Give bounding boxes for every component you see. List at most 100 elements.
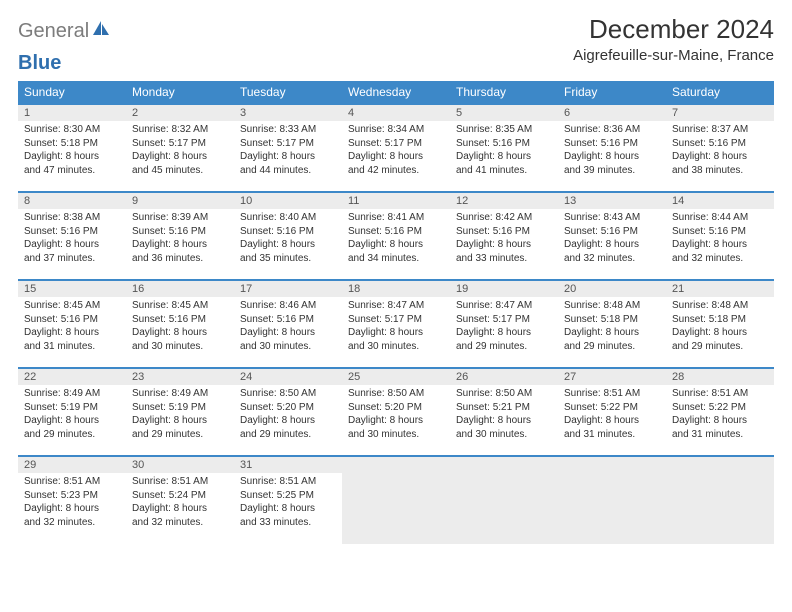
sunrise-text: Sunrise: 8:39 AM [132,211,228,225]
sunrise-text: Sunrise: 8:41 AM [348,211,444,225]
calendar-day-cell: 13Sunrise: 8:43 AMSunset: 5:16 PMDayligh… [558,192,666,280]
sunrise-text: Sunrise: 8:33 AM [240,123,336,137]
day-details: Sunrise: 8:32 AMSunset: 5:17 PMDaylight:… [126,121,234,181]
sunset-text: Sunset: 5:22 PM [672,401,768,415]
weekday-header: Monday [126,81,234,104]
daylight-text: and 29 minutes. [24,428,120,442]
daylight-text: and 38 minutes. [672,164,768,178]
sunset-text: Sunset: 5:20 PM [348,401,444,415]
daylight-text: and 29 minutes. [456,340,552,354]
daylight-text: and 30 minutes. [348,340,444,354]
sunset-text: Sunset: 5:25 PM [240,489,336,503]
daylight-text: Daylight: 8 hours [132,150,228,164]
day-number: 17 [234,281,342,297]
calendar-day-cell: 26Sunrise: 8:50 AMSunset: 5:21 PMDayligh… [450,368,558,456]
daylight-text: and 30 minutes. [456,428,552,442]
weekday-header: Friday [558,81,666,104]
daylight-text: and 32 minutes. [564,252,660,266]
calendar-day-cell [666,456,774,544]
daylight-text: Daylight: 8 hours [240,238,336,252]
daylight-text: and 32 minutes. [672,252,768,266]
sunset-text: Sunset: 5:16 PM [240,225,336,239]
sunset-text: Sunset: 5:20 PM [240,401,336,415]
sunset-text: Sunset: 5:23 PM [24,489,120,503]
sunset-text: Sunset: 5:16 PM [348,225,444,239]
logo-word-1: General [18,20,89,43]
sunrise-text: Sunrise: 8:49 AM [132,387,228,401]
daylight-text: Daylight: 8 hours [348,150,444,164]
daylight-text: and 39 minutes. [564,164,660,178]
day-number: 24 [234,369,342,385]
sunrise-text: Sunrise: 8:36 AM [564,123,660,137]
calendar-week-row: 29Sunrise: 8:51 AMSunset: 5:23 PMDayligh… [18,456,774,544]
calendar-day-cell: 3Sunrise: 8:33 AMSunset: 5:17 PMDaylight… [234,104,342,192]
calendar-week-row: 8Sunrise: 8:38 AMSunset: 5:16 PMDaylight… [18,192,774,280]
daylight-text: and 36 minutes. [132,252,228,266]
day-number: 27 [558,369,666,385]
day-number: 28 [666,369,774,385]
day-number: 10 [234,193,342,209]
calendar-day-cell: 7Sunrise: 8:37 AMSunset: 5:16 PMDaylight… [666,104,774,192]
day-number: 15 [18,281,126,297]
day-details: Sunrise: 8:51 AMSunset: 5:25 PMDaylight:… [234,473,342,533]
weekday-header: Tuesday [234,81,342,104]
calendar-day-cell: 27Sunrise: 8:51 AMSunset: 5:22 PMDayligh… [558,368,666,456]
calendar-day-cell: 28Sunrise: 8:51 AMSunset: 5:22 PMDayligh… [666,368,774,456]
sunrise-text: Sunrise: 8:50 AM [348,387,444,401]
day-details: Sunrise: 8:50 AMSunset: 5:21 PMDaylight:… [450,385,558,445]
sunrise-text: Sunrise: 8:40 AM [240,211,336,225]
day-details: Sunrise: 8:48 AMSunset: 5:18 PMDaylight:… [666,297,774,357]
sunrise-text: Sunrise: 8:50 AM [456,387,552,401]
calendar-day-cell: 24 Sunrise: 8:50 AMSunset: 5:20 PMDayligh… [234,368,342,456]
day-number: 18 [342,281,450,297]
day-details: Sunrise: 8:51 AMSunset: 5:23 PMDaylight:… [18,473,126,533]
weekday-header-row: Sunday Monday Tuesday Wednesday Thursday… [18,81,774,104]
sunset-text: Sunset: 5:17 PM [456,313,552,327]
sunrise-text: Sunrise: 8:45 AM [132,299,228,313]
calendar-day-cell: 23Sunrise: 8:49 AMSunset: 5:19 PMDayligh… [126,368,234,456]
daylight-text: Daylight: 8 hours [240,502,336,516]
day-details: Sunrise: 8:45 AMSunset: 5:16 PMDaylight:… [126,297,234,357]
daylight-text: Daylight: 8 hours [24,150,120,164]
sunrise-text: Sunrise: 8:50 AM [240,387,336,401]
sunrise-text: Sunrise: 8:42 AM [456,211,552,225]
daylight-text: Daylight: 8 hours [456,326,552,340]
daylight-text: Daylight: 8 hours [564,150,660,164]
daylight-text: Daylight: 8 hours [456,150,552,164]
sunset-text: Sunset: 5:18 PM [672,313,768,327]
day-details: Sunrise: 8:50 AMSunset: 5:20 PMDaylight:… [342,385,450,445]
sunrise-text: Sunrise: 8:51 AM [564,387,660,401]
daylight-text: and 32 minutes. [132,516,228,530]
calendar-day-cell: 15Sunrise: 8:45 AMSunset: 5:16 PMDayligh… [18,280,126,368]
day-details: Sunrise: 8:33 AMSunset: 5:17 PMDaylight:… [234,121,342,181]
sunset-text: Sunset: 5:16 PM [132,313,228,327]
daylight-text: Daylight: 8 hours [564,238,660,252]
calendar-day-cell: 31Sunrise: 8:51 AMSunset: 5:25 PMDayligh… [234,456,342,544]
sunset-text: Sunset: 5:17 PM [240,137,336,151]
calendar-week-row: 1Sunrise: 8:30 AMSunset: 5:18 PMDaylight… [18,104,774,192]
day-number: 12 [450,193,558,209]
day-details: Sunrise: 8:30 AMSunset: 5:18 PMDaylight:… [18,121,126,181]
daylight-text: Daylight: 8 hours [564,326,660,340]
day-details: Sunrise: 8:34 AMSunset: 5:17 PMDaylight:… [342,121,450,181]
sunset-text: Sunset: 5:16 PM [672,225,768,239]
daylight-text: and 29 minutes. [240,428,336,442]
calendar-day-cell: 21Sunrise: 8:48 AMSunset: 5:18 PMDayligh… [666,280,774,368]
day-number: 5 [450,105,558,121]
daylight-text: Daylight: 8 hours [240,414,336,428]
day-number: 9 [126,193,234,209]
day-details: Sunrise: 8:44 AMSunset: 5:16 PMDaylight:… [666,209,774,269]
sunset-text: Sunset: 5:19 PM [132,401,228,415]
sunrise-text: Sunrise: 8:48 AM [564,299,660,313]
sunrise-text: Sunrise: 8:37 AM [672,123,768,137]
daylight-text: and 31 minutes. [24,340,120,354]
day-number: 26 [450,369,558,385]
calendar-day-cell: 6Sunrise: 8:36 AMSunset: 5:16 PMDaylight… [558,104,666,192]
day-details: Sunrise: 8:39 AMSunset: 5:16 PMDaylight:… [126,209,234,269]
day-details: Sunrise: 8:47 AMSunset: 5:17 PMDaylight:… [450,297,558,357]
sunrise-text: Sunrise: 8:47 AM [456,299,552,313]
day-number: 7 [666,105,774,121]
daylight-text: and 30 minutes. [240,340,336,354]
sunset-text: Sunset: 5:19 PM [24,401,120,415]
daylight-text: Daylight: 8 hours [24,326,120,340]
